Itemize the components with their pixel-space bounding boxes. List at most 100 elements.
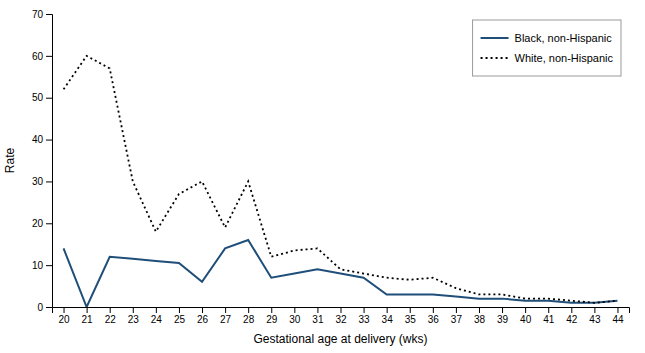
axis-line <box>46 15 53 308</box>
tick-label: 42 <box>566 314 578 325</box>
tick-mark <box>46 223 52 224</box>
tick-label: 10 <box>32 260 44 271</box>
y-axis-title: Rate <box>3 148 17 174</box>
tick-mark <box>46 307 52 308</box>
tick: 10 <box>32 260 52 271</box>
x-axis-title: Gestational age at delivery (wks) <box>253 332 427 346</box>
tick-label: 30 <box>289 314 301 325</box>
tick-mark <box>46 56 52 57</box>
plot-area: 20 21 22 23 24 25 26 27 28 29 30 31 32 33 34 35 36 37 38 39… <box>32 9 630 325</box>
tick: 41 <box>543 307 555 325</box>
tick-label: 35 <box>405 314 417 325</box>
tick: 21 <box>82 307 94 325</box>
tick: 26 <box>197 307 209 325</box>
tick: 27 <box>220 307 232 325</box>
tick-label: 27 <box>220 314 232 325</box>
tick-mark <box>571 307 572 313</box>
lines <box>64 56 618 307</box>
tick-mark <box>179 307 180 313</box>
tick: 20 <box>58 307 70 325</box>
tick: 30 <box>32 176 52 187</box>
x-axis: 20 21 22 23 24 25 26 27 28 29 30 31 32 33 34 35 36 37 38 39… <box>53 307 630 325</box>
tick: 60 <box>32 51 52 62</box>
tick-mark <box>46 14 52 15</box>
tick-mark <box>248 307 249 313</box>
series-line <box>64 240 618 307</box>
tick-mark <box>341 307 342 313</box>
tick-label: 39 <box>497 314 509 325</box>
tick-label: 34 <box>382 314 394 325</box>
chart: 20 21 22 23 24 25 26 27 28 29 30 31 32 33 34 35 36 37 38 39… <box>0 0 645 353</box>
axis-line <box>53 308 630 314</box>
tick-mark <box>479 307 480 313</box>
tick: 29 <box>266 307 278 325</box>
tick-mark <box>46 98 52 99</box>
tick-mark <box>133 307 134 313</box>
tick-label: 43 <box>589 314 601 325</box>
legend-swatch <box>481 57 509 59</box>
tick: 23 <box>128 307 140 325</box>
tick: 33 <box>359 307 371 325</box>
tick: 28 <box>243 307 255 325</box>
tick: 70 <box>32 9 52 20</box>
tick-label: 44 <box>612 314 624 325</box>
tick-mark <box>502 307 503 313</box>
tick: 36 <box>428 307 440 325</box>
tick: 35 <box>405 307 417 325</box>
tick-label: 29 <box>266 314 278 325</box>
tick-label: 40 <box>520 314 532 325</box>
legend-label: White, non-Hispanic <box>515 52 614 64</box>
legend-item: White, non-Hispanic <box>481 52 614 64</box>
tick-mark <box>594 307 595 313</box>
legend-item: Black, non-Hispanic <box>481 32 613 44</box>
legend-label: Black, non-Hispanic <box>515 32 613 44</box>
tick: 40 <box>520 307 532 325</box>
tick-mark <box>294 307 295 313</box>
tick-mark <box>87 307 88 313</box>
tick-label: 23 <box>128 314 140 325</box>
tick: 42 <box>566 307 578 325</box>
tick-mark <box>617 307 618 313</box>
tick: 38 <box>474 307 486 325</box>
tick-mark <box>64 307 65 313</box>
tick-label: 26 <box>197 314 209 325</box>
tick: 34 <box>382 307 394 325</box>
tick-label: 25 <box>174 314 186 325</box>
tick: 30 <box>289 307 301 325</box>
tick-label: 38 <box>474 314 486 325</box>
tick-mark <box>525 307 526 313</box>
tick-mark <box>271 307 272 313</box>
tick-label: 30 <box>32 176 44 187</box>
tick: 50 <box>32 92 52 103</box>
tick-mark <box>46 265 52 266</box>
tick-mark <box>46 140 52 141</box>
tick-mark <box>364 307 365 313</box>
tick-mark <box>456 307 457 313</box>
tick-label: 40 <box>32 134 44 145</box>
tick-label: 50 <box>32 92 44 103</box>
tick-mark <box>156 307 157 313</box>
tick: 24 <box>151 307 163 325</box>
tick-mark <box>46 181 52 182</box>
tick-mark <box>433 307 434 313</box>
tick-mark <box>202 307 203 313</box>
tick-mark <box>410 307 411 313</box>
tick: 31 <box>312 307 324 325</box>
tick: 44 <box>612 307 624 325</box>
tick: 22 <box>105 307 117 325</box>
tick-mark <box>387 307 388 313</box>
tick-mark <box>225 307 226 313</box>
tick: 37 <box>451 307 463 325</box>
tick: 25 <box>174 307 186 325</box>
tick-mark <box>317 307 318 313</box>
tick-label: 0 <box>37 302 43 313</box>
tick: 39 <box>497 307 509 325</box>
series-line <box>64 56 618 303</box>
tick-mark <box>548 307 549 313</box>
tick: 32 <box>335 307 347 325</box>
tick-label: 22 <box>105 314 117 325</box>
tick-label: 20 <box>58 314 70 325</box>
legend: Black, non-Hispanic White, non-Hispanic <box>473 20 621 76</box>
tick-label: 33 <box>359 314 371 325</box>
tick: 43 <box>589 307 601 325</box>
